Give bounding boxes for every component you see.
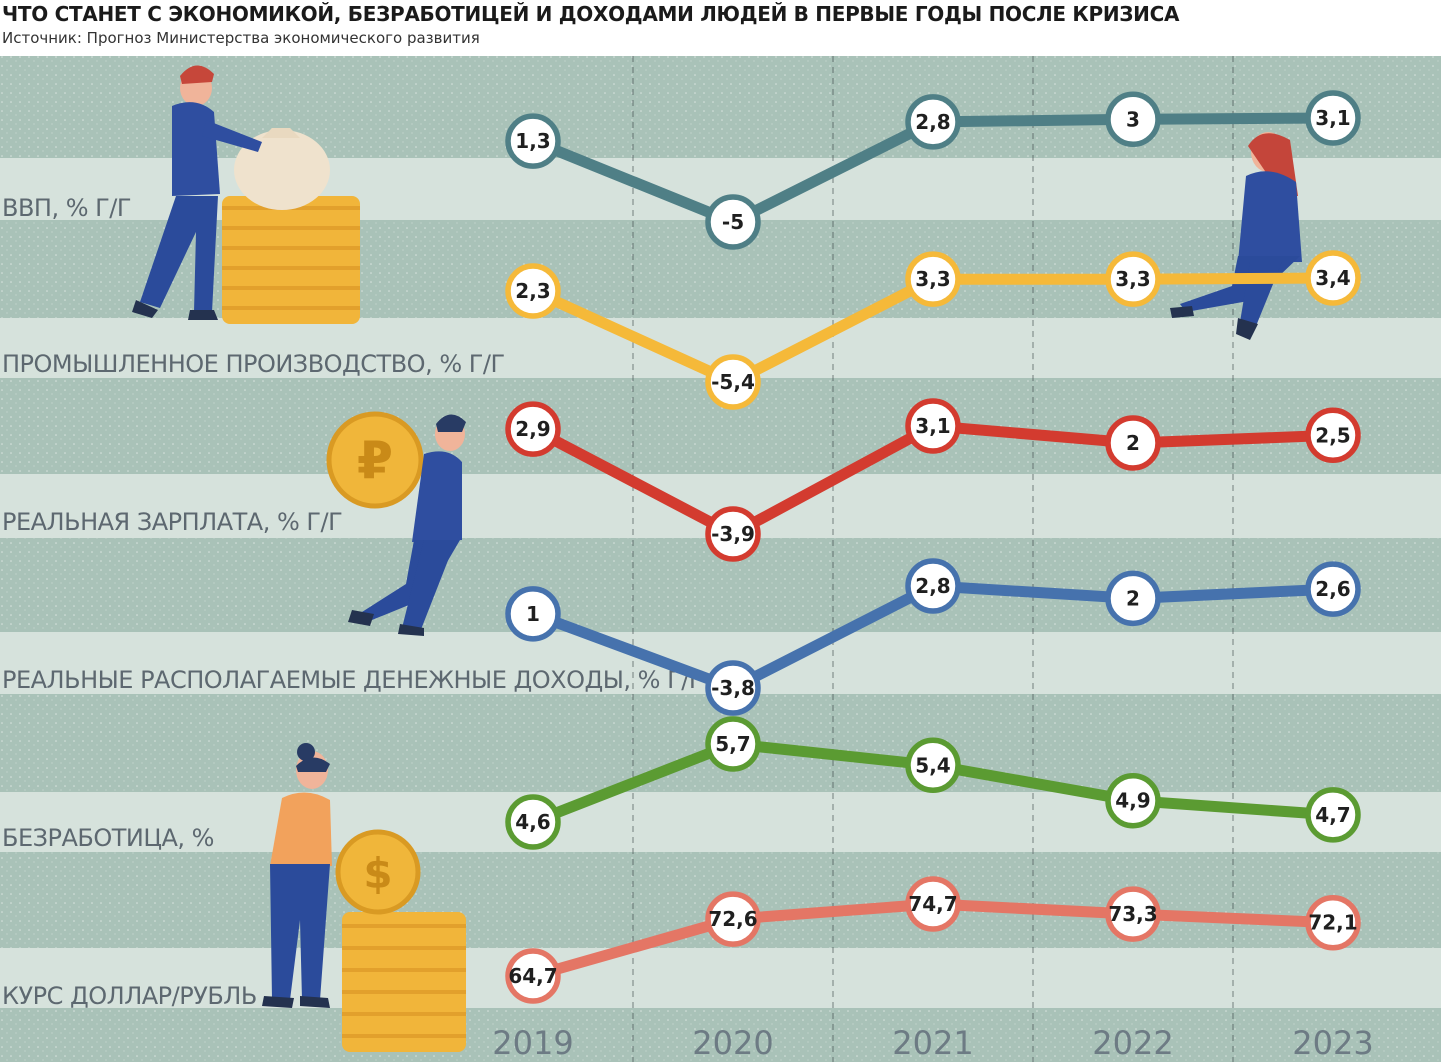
row-label-0: ВВП, % Г/Г <box>2 194 131 222</box>
man-money-bag-icon <box>132 65 360 324</box>
data-point-4-1 <box>705 716 761 772</box>
data-label-3-3: 2 <box>1126 586 1140 610</box>
data-label-3-2: 2,8 <box>915 574 950 598</box>
data-point-0-4 <box>1305 90 1361 146</box>
data-label-1-1: -5,4 <box>711 370 755 394</box>
chart-source: Источник: Прогноз Министерства экономиче… <box>2 29 480 47</box>
data-point-5-2 <box>905 876 961 932</box>
data-point-3-0 <box>505 586 561 642</box>
row-label-2: РЕАЛЬНАЯ ЗАРПЛАТА, % Г/Г <box>2 508 342 536</box>
band-9 <box>0 792 1441 852</box>
man-ruble-coin-icon: ₽ <box>326 411 466 636</box>
data-point-4-3 <box>1105 772 1161 829</box>
data-point-4-2 <box>905 737 961 794</box>
x-tick-2019: 2019 <box>492 1024 573 1062</box>
data-label-1-4: 3,4 <box>1315 266 1350 290</box>
band-texture-12 <box>0 1008 1441 1062</box>
data-label-5-3: 73,3 <box>1108 902 1157 926</box>
x-tick-2022: 2022 <box>1092 1024 1173 1062</box>
data-point-0-3 <box>1105 91 1161 148</box>
data-label-4-0: 4,6 <box>515 810 550 834</box>
data-label-2-0: 2,9 <box>515 417 550 441</box>
data-label-3-4: 2,6 <box>1315 577 1350 601</box>
data-label-5-0: 64,7 <box>508 964 557 988</box>
data-label-4-3: 4,9 <box>1115 789 1150 813</box>
svg-text:$: $ <box>363 849 392 898</box>
data-label-5-2: 74,7 <box>908 892 957 916</box>
row-label-3: РЕАЛЬНЫЕ РАСПОЛАГАЕМЫЕ ДЕНЕЖНЫЕ ДОХОДЫ, … <box>2 666 703 694</box>
chart-title: ЧТО СТАНЕТ С ЭКОНОМИКОЙ, БЕЗРАБОТИЦЕЙ И … <box>2 2 1180 26</box>
data-label-1-3: 3,3 <box>1115 267 1150 291</box>
data-point-2-0 <box>505 401 561 457</box>
x-tick-2020: 2020 <box>692 1024 773 1062</box>
svg-text:₽: ₽ <box>357 431 393 491</box>
data-label-3-0: 1 <box>526 602 540 626</box>
data-label-2-1: -3,9 <box>711 522 755 546</box>
data-point-3-3 <box>1105 570 1161 627</box>
data-label-1-0: 2,3 <box>515 279 550 303</box>
data-label-3-1: -3,8 <box>711 676 755 700</box>
x-tick-2021: 2021 <box>892 1024 973 1062</box>
data-label-2-3: 2 <box>1126 431 1140 455</box>
data-point-4-0 <box>505 794 561 850</box>
illustrations: ₽ <box>132 65 1302 1052</box>
data-label-5-1: 72,6 <box>708 907 757 931</box>
year-gridlines <box>632 56 1234 1062</box>
data-point-1-0 <box>505 263 561 319</box>
data-label-0-0: 1,3 <box>515 129 550 153</box>
data-label-0-4: 3,1 <box>1315 106 1350 130</box>
data-label-0-3: 3 <box>1126 107 1140 131</box>
data-point-0-2 <box>905 94 961 150</box>
data-point-2-2 <box>905 398 961 454</box>
data-point-3-2 <box>905 558 961 614</box>
woman-dollar-coin-icon: $ <box>262 743 466 1052</box>
data-label-5-4: 72,1 <box>1308 911 1357 935</box>
data-point-1-3 <box>1105 251 1161 307</box>
data-point-5-4 <box>1305 894 1361 951</box>
data-label-1-2: 3,3 <box>915 267 950 291</box>
series-layer: 1,3 -5 2,8 3 3,1 2,3 -5,4 3,3 3,3 3,4 2,9 -3,9 3,1 2 2… <box>505 90 1361 1004</box>
data-point-0-1 <box>705 194 761 250</box>
x-tick-2023: 2023 <box>1292 1024 1373 1062</box>
data-point-4-4 <box>1305 787 1361 843</box>
row-label-5: КУРС ДОЛЛАР/РУБЛЬ <box>2 982 257 1010</box>
data-point-2-3 <box>1105 415 1161 471</box>
data-label-4-4: 4,7 <box>1315 803 1350 827</box>
row-label-4: БЕЗРАБОТИЦА, % <box>2 824 214 852</box>
data-label-4-1: 5,7 <box>715 732 750 756</box>
data-point-5-3 <box>1105 886 1161 942</box>
row-labels: ВВП, % Г/Г ПРОМЫШЛЕННОЕ ПРОИЗВОДСТВО, % Г… <box>2 194 703 1010</box>
data-label-0-1: -5 <box>722 210 744 234</box>
data-label-2-4: 2,5 <box>1315 423 1350 447</box>
row-label-1: ПРОМЫШЛЕННОЕ ПРОИЗВОДСТВО, % Г/Г <box>2 350 505 378</box>
x-axis: 2019 2020 2021 2022 2023 <box>492 1024 1373 1062</box>
data-label-4-2: 5,4 <box>915 753 950 777</box>
data-point-2-1 <box>705 506 761 562</box>
data-point-2-4 <box>1305 407 1361 464</box>
data-point-1-4 <box>1305 250 1361 306</box>
data-label-0-2: 2,8 <box>915 110 950 134</box>
band-11 <box>0 948 1441 1008</box>
data-point-5-0 <box>505 948 561 1004</box>
data-point-5-1 <box>705 891 761 947</box>
data-point-3-4 <box>1305 561 1361 617</box>
data-point-3-1 <box>705 660 761 716</box>
data-point-1-1 <box>705 354 761 410</box>
data-point-0-0 <box>505 113 561 169</box>
data-point-1-2 <box>905 251 961 307</box>
data-label-2-2: 3,1 <box>915 414 950 438</box>
